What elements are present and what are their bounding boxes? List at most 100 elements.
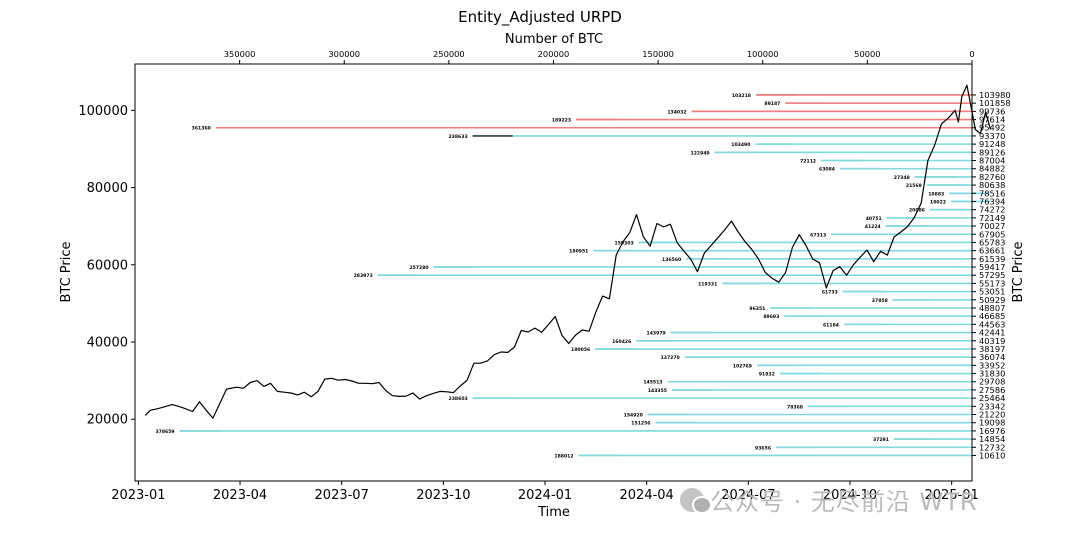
distribution-bar-label: 40751 <box>866 216 882 222</box>
distribution-bar-label: 145513 <box>643 380 662 386</box>
y-tick-label: 100000 <box>78 104 128 119</box>
right-tick-label: 50929 <box>979 295 1005 305</box>
right-tick-label: 44563 <box>979 319 1005 329</box>
distribution-bar-label: 93656 <box>755 445 771 451</box>
right-tick-label: 16976 <box>979 426 1005 436</box>
distribution-bar-label: 89187 <box>764 101 780 107</box>
right-tick-label: 84882 <box>979 164 1005 174</box>
right-tick-label: 33952 <box>979 360 1005 370</box>
y-tick-label: 20000 <box>87 413 128 428</box>
distribution-bar-label: 159303 <box>614 240 633 246</box>
distribution-bar-label: 257280 <box>409 265 428 271</box>
distribution-bar-label: 41224 <box>865 224 881 230</box>
right-tick-label: 89126 <box>979 147 1005 157</box>
top-tick-label: 0 <box>969 49 974 59</box>
right-tick-label: 97614 <box>979 115 1005 125</box>
distribution-bar-label: 143355 <box>648 388 667 394</box>
right-tick-label: 67905 <box>979 229 1005 239</box>
distribution-bar-label: 122949 <box>691 150 710 156</box>
right-tick-label: 65783 <box>979 237 1005 247</box>
distribution-bar-label: 96351 <box>749 306 765 312</box>
right-tick-label: 21220 <box>979 410 1005 420</box>
y-tick-label: 80000 <box>87 181 128 196</box>
right-tick-label: 70027 <box>979 221 1005 231</box>
distribution-bar-label: 37858 <box>872 298 888 304</box>
distribution-bars <box>179 94 992 457</box>
y-axis-label-right: BTC Price <box>1011 241 1026 302</box>
right-tick-label: 57295 <box>979 270 1005 280</box>
top-tick-label: 300000 <box>328 49 360 59</box>
distribution-bar-label: 37291 <box>873 437 889 443</box>
right-tick-label: 38197 <box>979 344 1005 354</box>
top-tick-label: 150000 <box>642 49 674 59</box>
distribution-bar-label: 63084 <box>819 167 835 173</box>
distribution-bar-label: 189223 <box>552 118 571 124</box>
watermark-text: 公众号 · 无尽前沿 WTR <box>710 488 978 516</box>
right-tick-label: 61539 <box>979 254 1005 264</box>
distribution-bar-label: 151256 <box>631 421 650 427</box>
distribution-bar-label: 10883 <box>928 191 944 197</box>
plot-frame <box>134 63 973 482</box>
top-tick-label: 250000 <box>433 49 465 59</box>
right-tick-label: 40319 <box>979 336 1005 346</box>
distribution-bar-label: 160426 <box>612 339 631 345</box>
right-tick-label: 91248 <box>979 139 1005 149</box>
right-tick-label: 93370 <box>979 131 1005 141</box>
right-tick-label: 103980 <box>979 90 1011 100</box>
top-tick-label: 200000 <box>538 49 570 59</box>
x-tick-label: 2025-01 <box>925 488 979 503</box>
distribution-bar-label: 91832 <box>759 372 775 378</box>
right-tick-label: 78516 <box>979 188 1005 198</box>
right-tick-label: 48807 <box>979 303 1005 313</box>
y-axis-label: BTC Price <box>59 241 74 302</box>
distribution-bar-labels: 103218 89187 134032 189223 361360 238633 10349… <box>155 93 946 460</box>
right-tick-label: 63661 <box>979 246 1005 256</box>
distribution-bar-label: 134032 <box>667 109 686 115</box>
right-tick-label: 95492 <box>979 123 1005 133</box>
distribution-bar-label: 180056 <box>571 347 590 353</box>
x-tick-label: 2024-04 <box>620 488 674 503</box>
distribution-bar-label: 89693 <box>763 314 779 320</box>
right-tick-label: 29708 <box>979 377 1005 387</box>
distribution-bar-label: 188012 <box>554 453 573 459</box>
distribution-bar-label: 283973 <box>354 273 373 279</box>
distribution-bar-label: 103218 <box>732 93 751 99</box>
right-tick-label: 76394 <box>979 196 1005 206</box>
axes: 20000 40000 60000 80000 100000 10398010185899… <box>78 49 1010 503</box>
x-tick-label: 2024-10 <box>823 488 877 503</box>
right-tick-label: 53051 <box>979 287 1005 297</box>
distribution-bar-label: 10022 <box>930 199 946 205</box>
distribution-bar-label: 103490 <box>731 142 750 148</box>
distribution-bar-label: 137270 <box>661 355 680 361</box>
distribution-bar-label: 72112 <box>800 159 816 165</box>
wechat-icon <box>680 487 712 514</box>
right-tick-label: 19098 <box>979 418 1005 428</box>
distribution-bar-label: 136560 <box>662 257 681 263</box>
right-tick-label: 74272 <box>979 205 1005 215</box>
x-axis-label: Time <box>537 505 570 520</box>
distribution-bar-label: 238633 <box>448 134 467 140</box>
right-tick-label: 10610 <box>979 450 1005 460</box>
distribution-bar-label: 238603 <box>449 396 468 402</box>
watermark: 公众号 · 无尽前沿 WTR <box>680 482 978 517</box>
distribution-bar-label: 361360 <box>192 126 211 132</box>
price-series <box>144 84 992 419</box>
distribution-bar-label: 78368 <box>787 404 803 410</box>
right-tick-label: 27586 <box>979 385 1005 395</box>
right-tick-label: 42441 <box>979 328 1005 338</box>
right-tick-label: 59417 <box>979 262 1005 272</box>
x-tick-label: 2023-01 <box>111 488 165 503</box>
distribution-bar-label: 102769 <box>733 363 752 369</box>
right-tick-label: 80638 <box>979 180 1005 190</box>
right-tick-label: 14854 <box>979 434 1005 444</box>
right-tick-label: 46685 <box>979 311 1005 321</box>
distribution-bar-label: 67313 <box>810 232 826 238</box>
distribution-bar-label: 378659 <box>155 429 174 435</box>
x-tick-label: 2023-10 <box>416 488 470 503</box>
y-tick-label: 60000 <box>87 258 128 273</box>
distribution-bar-label: 180951 <box>569 249 588 255</box>
right-tick-label: 55173 <box>979 278 1005 288</box>
right-tick-label: 99736 <box>979 106 1005 116</box>
distribution-bar-label: 27348 <box>894 175 910 181</box>
right-tick-label: 87004 <box>979 156 1005 166</box>
